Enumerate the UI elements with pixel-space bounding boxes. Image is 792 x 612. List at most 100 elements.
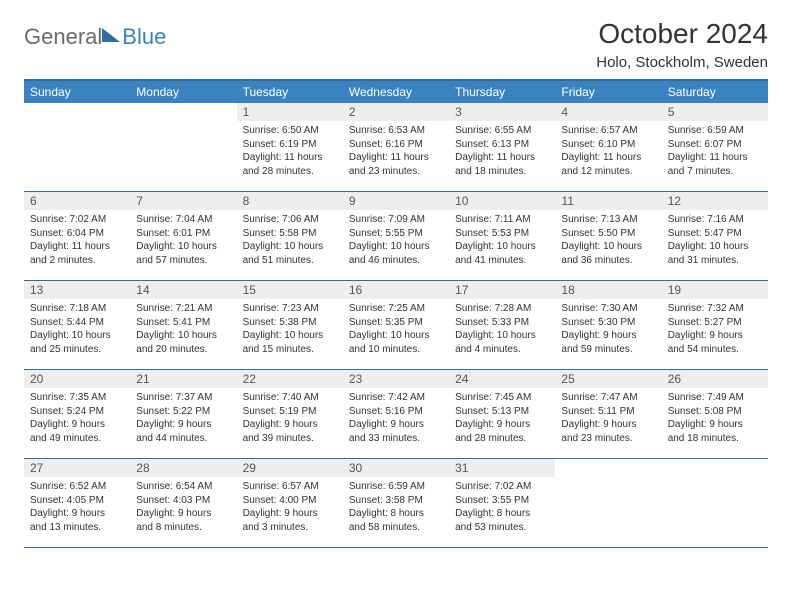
daylight-text: Daylight: 11 hours and 28 minutes.: [243, 151, 337, 178]
sunset-text: Sunset: 5:35 PM: [349, 316, 443, 330]
sunset-text: Sunset: 5:24 PM: [30, 405, 124, 419]
sunrise-text: Sunrise: 7:45 AM: [455, 391, 549, 405]
sunrise-text: Sunrise: 7:23 AM: [243, 302, 337, 316]
daylight-text: Daylight: 10 hours and 36 minutes.: [561, 240, 655, 267]
day-content: Sunrise: 7:18 AMSunset: 5:44 PMDaylight:…: [24, 299, 130, 362]
day-cell: 6Sunrise: 7:02 AMSunset: 6:04 PMDaylight…: [24, 192, 130, 280]
sunrise-text: Sunrise: 7:02 AM: [30, 213, 124, 227]
day-number: 20: [24, 370, 130, 388]
sunrise-text: Sunrise: 7:25 AM: [349, 302, 443, 316]
day-number: 30: [343, 459, 449, 477]
sunrise-text: Sunrise: 6:59 AM: [349, 480, 443, 494]
day-cell: 2Sunrise: 6:53 AMSunset: 6:16 PMDaylight…: [343, 103, 449, 191]
day-cell: 10Sunrise: 7:11 AMSunset: 5:53 PMDayligh…: [449, 192, 555, 280]
day-cell: 23Sunrise: 7:42 AMSunset: 5:16 PMDayligh…: [343, 370, 449, 458]
sunset-text: Sunset: 5:50 PM: [561, 227, 655, 241]
daylight-text: Daylight: 9 hours and 54 minutes.: [668, 329, 762, 356]
sunrise-text: Sunrise: 7:02 AM: [455, 480, 549, 494]
day-number: 24: [449, 370, 555, 388]
sunrise-text: Sunrise: 7:35 AM: [30, 391, 124, 405]
day-cell: 17Sunrise: 7:28 AMSunset: 5:33 PMDayligh…: [449, 281, 555, 369]
daylight-text: Daylight: 11 hours and 23 minutes.: [349, 151, 443, 178]
week-row: 6Sunrise: 7:02 AMSunset: 6:04 PMDaylight…: [24, 192, 768, 281]
day-number: [24, 103, 130, 121]
sunset-text: Sunset: 5:13 PM: [455, 405, 549, 419]
header: General Blue October 2024 Holo, Stockhol…: [24, 18, 768, 71]
day-content: Sunrise: 7:11 AMSunset: 5:53 PMDaylight:…: [449, 210, 555, 273]
day-content: Sunrise: 7:40 AMSunset: 5:19 PMDaylight:…: [237, 388, 343, 451]
daylight-text: Daylight: 10 hours and 41 minutes.: [455, 240, 549, 267]
sunset-text: Sunset: 5:30 PM: [561, 316, 655, 330]
day-number: 18: [555, 281, 661, 299]
day-cell: 4Sunrise: 6:57 AMSunset: 6:10 PMDaylight…: [555, 103, 661, 191]
weekday-header: Saturday: [662, 81, 768, 103]
sunrise-text: Sunrise: 7:21 AM: [136, 302, 230, 316]
day-number: 16: [343, 281, 449, 299]
weekday-header: Friday: [555, 81, 661, 103]
sunset-text: Sunset: 6:19 PM: [243, 138, 337, 152]
day-cell: 22Sunrise: 7:40 AMSunset: 5:19 PMDayligh…: [237, 370, 343, 458]
sunset-text: Sunset: 5:58 PM: [243, 227, 337, 241]
weekday-header: Tuesday: [237, 81, 343, 103]
day-cell: 7Sunrise: 7:04 AMSunset: 6:01 PMDaylight…: [130, 192, 236, 280]
day-number: [662, 459, 768, 477]
brand-blue: Blue: [122, 24, 166, 50]
daylight-text: Daylight: 9 hours and 8 minutes.: [136, 507, 230, 534]
triangle-icon: [102, 28, 120, 42]
day-content: Sunrise: 7:42 AMSunset: 5:16 PMDaylight:…: [343, 388, 449, 451]
day-cell: 14Sunrise: 7:21 AMSunset: 5:41 PMDayligh…: [130, 281, 236, 369]
daylight-text: Daylight: 8 hours and 58 minutes.: [349, 507, 443, 534]
daylight-text: Daylight: 9 hours and 44 minutes.: [136, 418, 230, 445]
sunset-text: Sunset: 5:41 PM: [136, 316, 230, 330]
daylight-text: Daylight: 11 hours and 7 minutes.: [668, 151, 762, 178]
day-number: 7: [130, 192, 236, 210]
day-number: 19: [662, 281, 768, 299]
day-content: Sunrise: 7:32 AMSunset: 5:27 PMDaylight:…: [662, 299, 768, 362]
day-cell: 21Sunrise: 7:37 AMSunset: 5:22 PMDayligh…: [130, 370, 236, 458]
day-content: Sunrise: 6:57 AMSunset: 6:10 PMDaylight:…: [555, 121, 661, 184]
day-content: Sunrise: 6:59 AMSunset: 6:07 PMDaylight:…: [662, 121, 768, 184]
sunrise-text: Sunrise: 7:42 AM: [349, 391, 443, 405]
day-content: Sunrise: 7:49 AMSunset: 5:08 PMDaylight:…: [662, 388, 768, 451]
sunset-text: Sunset: 6:16 PM: [349, 138, 443, 152]
day-content: Sunrise: 6:52 AMSunset: 4:05 PMDaylight:…: [24, 477, 130, 540]
day-number: 27: [24, 459, 130, 477]
daylight-text: Daylight: 10 hours and 57 minutes.: [136, 240, 230, 267]
day-cell: 18Sunrise: 7:30 AMSunset: 5:30 PMDayligh…: [555, 281, 661, 369]
sunset-text: Sunset: 6:01 PM: [136, 227, 230, 241]
day-number: 6: [24, 192, 130, 210]
day-content: Sunrise: 7:04 AMSunset: 6:01 PMDaylight:…: [130, 210, 236, 273]
day-cell: 16Sunrise: 7:25 AMSunset: 5:35 PMDayligh…: [343, 281, 449, 369]
day-content: Sunrise: 7:21 AMSunset: 5:41 PMDaylight:…: [130, 299, 236, 362]
sunset-text: Sunset: 3:55 PM: [455, 494, 549, 508]
daylight-text: Daylight: 11 hours and 18 minutes.: [455, 151, 549, 178]
sunrise-text: Sunrise: 7:16 AM: [668, 213, 762, 227]
day-cell: 25Sunrise: 7:47 AMSunset: 5:11 PMDayligh…: [555, 370, 661, 458]
day-cell: 8Sunrise: 7:06 AMSunset: 5:58 PMDaylight…: [237, 192, 343, 280]
sunset-text: Sunset: 6:13 PM: [455, 138, 549, 152]
day-content: Sunrise: 6:55 AMSunset: 6:13 PMDaylight:…: [449, 121, 555, 184]
day-number: 28: [130, 459, 236, 477]
day-number: 31: [449, 459, 555, 477]
brand-general: General: [24, 24, 102, 50]
location: Holo, Stockholm, Sweden: [596, 54, 768, 71]
sunset-text: Sunset: 5:33 PM: [455, 316, 549, 330]
day-content: Sunrise: 7:06 AMSunset: 5:58 PMDaylight:…: [237, 210, 343, 273]
day-cell: 11Sunrise: 7:13 AMSunset: 5:50 PMDayligh…: [555, 192, 661, 280]
day-number: 3: [449, 103, 555, 121]
sunrise-text: Sunrise: 7:13 AM: [561, 213, 655, 227]
daylight-text: Daylight: 10 hours and 25 minutes.: [30, 329, 124, 356]
daylight-text: Daylight: 9 hours and 23 minutes.: [561, 418, 655, 445]
sunset-text: Sunset: 4:03 PM: [136, 494, 230, 508]
sunset-text: Sunset: 5:53 PM: [455, 227, 549, 241]
sunrise-text: Sunrise: 7:32 AM: [668, 302, 762, 316]
day-number: 2: [343, 103, 449, 121]
daylight-text: Daylight: 10 hours and 46 minutes.: [349, 240, 443, 267]
daylight-text: Daylight: 9 hours and 28 minutes.: [455, 418, 549, 445]
week-row: 20 Sunrise: 7:35 AMSunset: 5:24 PM Dayligh…: [24, 370, 768, 459]
day-number: [130, 103, 236, 121]
day-content: Sunrise: 6:53 AMSunset: 6:16 PMDaylight:…: [343, 121, 449, 184]
day-content: Sunrise: 7:13 AMSunset: 5:50 PMDaylight:…: [555, 210, 661, 273]
day-number: 13: [24, 281, 130, 299]
sunset-text: Sunset: 4:05 PM: [30, 494, 124, 508]
